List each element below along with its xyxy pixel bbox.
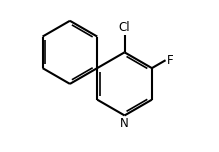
Text: N: N [120, 117, 129, 130]
Text: Cl: Cl [119, 21, 130, 34]
Text: F: F [167, 54, 173, 67]
